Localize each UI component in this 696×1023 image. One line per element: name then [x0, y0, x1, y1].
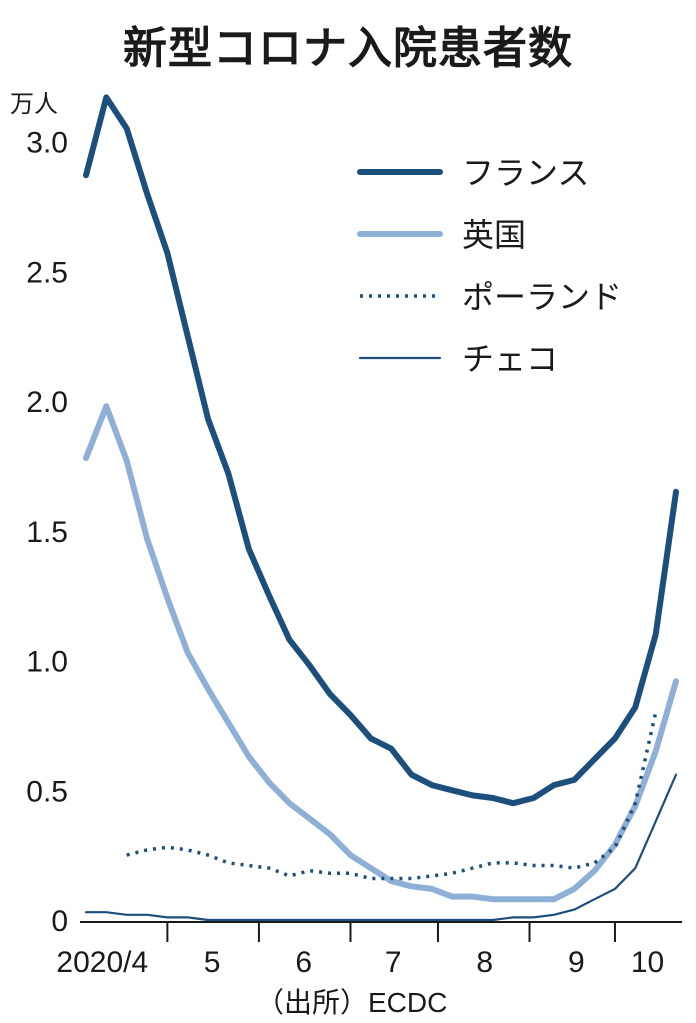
- y-tick-label: 2.5: [26, 256, 68, 289]
- x-tick-label: 8: [476, 946, 493, 979]
- y-tick-label: 0: [51, 905, 68, 938]
- y-axis-unit-label: 万人: [10, 90, 58, 118]
- series-line-1: [83, 94, 679, 807]
- y-tick-label: 2.0: [26, 386, 68, 419]
- series-line-4: [84, 773, 678, 922]
- series-line-3: [126, 712, 658, 881]
- legend-label: ポーランド: [462, 278, 622, 316]
- y-tick-label: 1.5: [26, 516, 68, 549]
- x-tick-label: 5: [204, 946, 221, 979]
- legend-label: チェコ: [462, 340, 558, 378]
- x-tick-label: 7: [385, 946, 402, 979]
- y-tick-label: 0.5: [26, 775, 68, 808]
- source-note: （出所）ECDC: [256, 987, 447, 1018]
- legend-label: 英国: [462, 216, 526, 254]
- series-line-2: [83, 403, 679, 903]
- x-tick-label: 6: [295, 946, 312, 979]
- legend-label: フランス: [462, 154, 589, 192]
- chart-title: 新型コロナ入院患者数: [123, 23, 573, 74]
- y-axis: 0 0.5 1.0 1.5 2.0 2.5 3.0: [26, 127, 68, 939]
- x-tick-label: 2020/4: [56, 946, 148, 979]
- y-tick-label: 3.0: [26, 127, 68, 160]
- series-lines: [83, 94, 679, 922]
- x-tick-label: 10: [631, 946, 664, 979]
- x-axis: 2020/4 5 6 7 8 9 10: [56, 921, 682, 979]
- x-tick-label: 9: [568, 946, 585, 979]
- y-tick-label: 1.0: [26, 646, 68, 679]
